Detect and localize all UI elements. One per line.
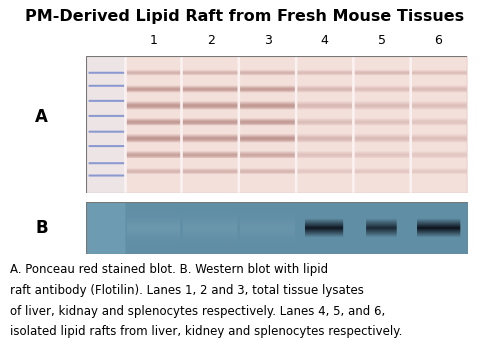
Text: 6: 6: [434, 34, 442, 47]
Text: isolated lipid rafts from liver, kidney and splenocytes respectively.: isolated lipid rafts from liver, kidney …: [10, 325, 401, 338]
Text: 1: 1: [150, 34, 158, 47]
Text: 3: 3: [264, 34, 271, 47]
Text: 2: 2: [206, 34, 214, 47]
Text: of liver, kidnay and splenocytes respectively. Lanes 4, 5, and 6,: of liver, kidnay and splenocytes respect…: [10, 305, 384, 318]
Text: PM-Derived Lipid Raft from Fresh Mouse Tissues: PM-Derived Lipid Raft from Fresh Mouse T…: [25, 9, 463, 24]
Text: A. Ponceau red stained blot. B. Western blot with lipid: A. Ponceau red stained blot. B. Western …: [10, 263, 327, 276]
Text: raft antibody (Flotilin). Lanes 1, 2 and 3, total tissue lysates: raft antibody (Flotilin). Lanes 1, 2 and…: [10, 284, 363, 297]
Text: 4: 4: [320, 34, 328, 47]
Text: B: B: [35, 219, 48, 237]
Text: A: A: [35, 108, 48, 126]
Text: 5: 5: [377, 34, 385, 47]
